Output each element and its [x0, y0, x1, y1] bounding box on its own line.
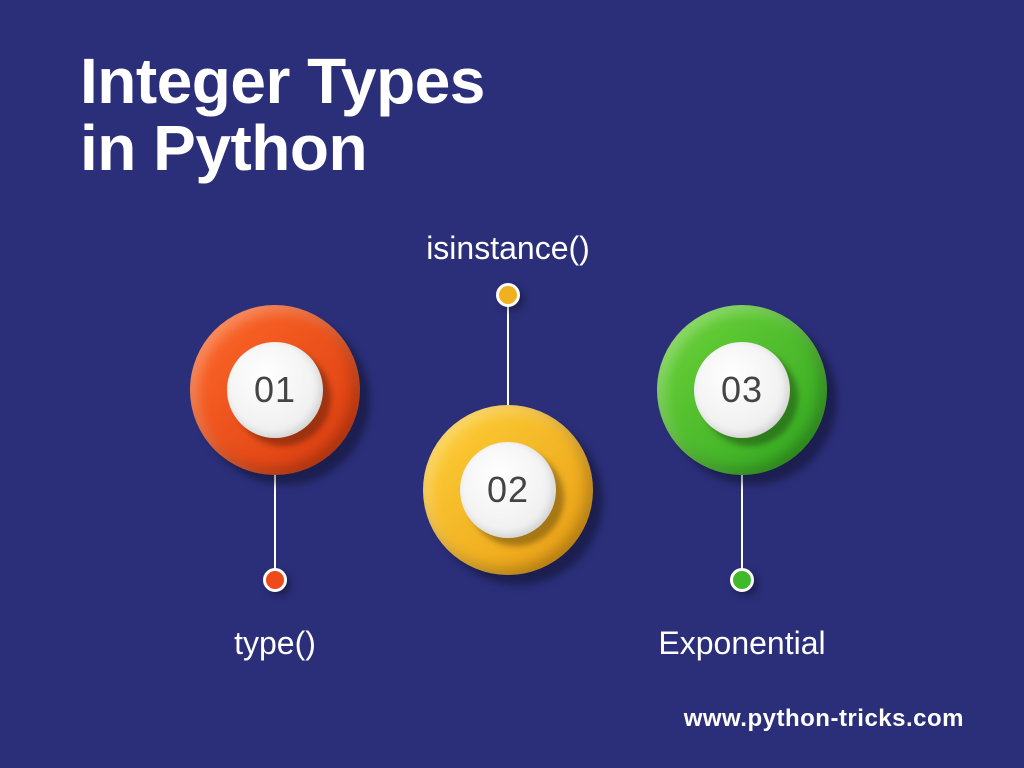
title-line-2: in Python — [80, 112, 367, 184]
title-line-1: Integer Types — [80, 45, 485, 117]
item-number-3: 03 — [721, 369, 763, 411]
item-label-3: Exponential — [658, 625, 825, 662]
item-label-2: isinstance() — [426, 230, 590, 267]
item-stem-2 — [507, 305, 509, 405]
item-stem-1 — [274, 470, 276, 570]
item-disc-3: 03 — [657, 305, 827, 475]
item-disc-1: 01 — [190, 305, 360, 475]
page-title: Integer Types in Python — [80, 48, 485, 182]
disc-inner-3: 03 — [694, 342, 790, 438]
item-number-1: 01 — [254, 369, 296, 411]
disc-inner-1: 01 — [227, 342, 323, 438]
item-dot-2 — [496, 283, 520, 307]
item-disc-2: 02 — [423, 405, 593, 575]
item-label-1: type() — [234, 625, 316, 662]
item-number-2: 02 — [487, 469, 529, 511]
item-dot-3 — [730, 568, 754, 592]
footer-url: www.python-tricks.com — [684, 705, 964, 733]
item-stem-3 — [741, 470, 743, 570]
infographic-canvas: Integer Types in Python type() 01 isinst… — [0, 0, 1024, 768]
disc-inner-2: 02 — [460, 442, 556, 538]
item-dot-1 — [263, 568, 287, 592]
